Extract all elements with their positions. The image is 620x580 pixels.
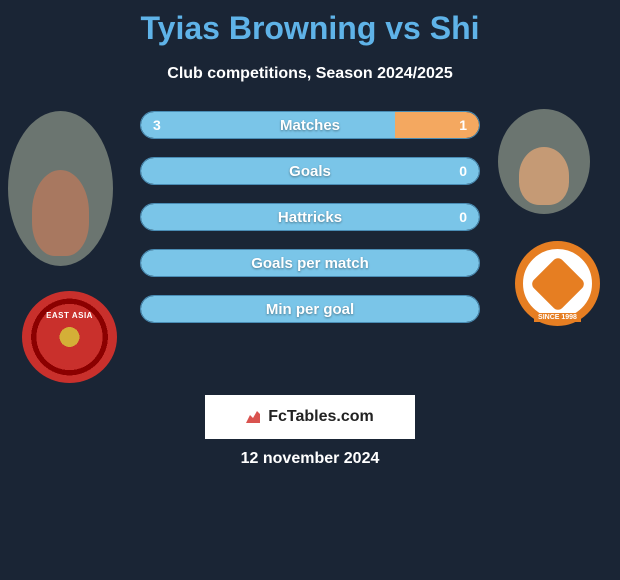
stat-value-right: 0 — [459, 158, 467, 184]
avatar — [498, 109, 590, 214]
stat-row: Goals per match — [140, 249, 480, 277]
player-right-club-logo — [515, 241, 600, 326]
stat-label: Goals — [141, 158, 479, 184]
stat-label: Matches — [141, 112, 479, 138]
stat-row: Goals0 — [140, 157, 480, 185]
footer-date: 12 november 2024 — [0, 450, 620, 468]
stat-label: Hattricks — [141, 204, 479, 230]
site-label: FcTables.com — [268, 408, 374, 426]
player-right-photo — [498, 109, 590, 214]
comparison-zone: Matches31Goals0Hattricks0Goals per match… — [0, 111, 620, 391]
subtitle: Club competitions, Season 2024/2025 — [0, 65, 620, 83]
stat-row: Min per goal — [140, 295, 480, 323]
chart-icon — [246, 409, 262, 426]
stat-value-right: 0 — [459, 204, 467, 230]
page-title: Tyias Browning vs Shi — [0, 0, 620, 47]
site-badge: FcTables.com — [205, 395, 415, 439]
stat-value-right: 1 — [459, 112, 467, 138]
stat-value-left: 3 — [153, 112, 161, 138]
stat-label: Goals per match — [141, 250, 479, 276]
player-left-photo — [8, 111, 113, 266]
player-left-club-logo — [22, 291, 117, 383]
stat-label: Min per goal — [141, 296, 479, 322]
stat-row: Hattricks0 — [140, 203, 480, 231]
comparison-bars: Matches31Goals0Hattricks0Goals per match… — [140, 111, 480, 341]
avatar — [8, 111, 113, 266]
stat-row: Matches3 1 — [140, 111, 480, 139]
